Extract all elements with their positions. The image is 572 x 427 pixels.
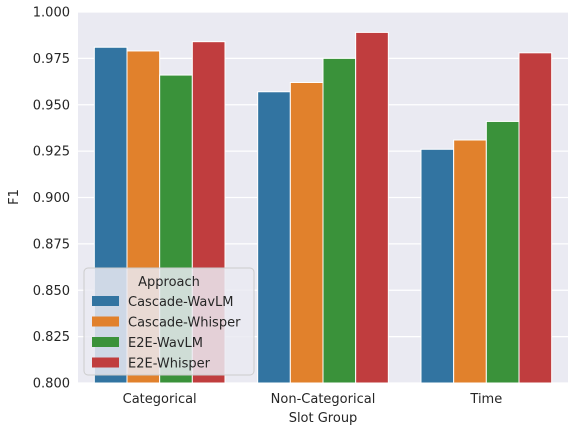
legend-swatch — [92, 357, 119, 368]
legend: Approach Cascade-WavLM Cascade-Whisper E2E-… — [83, 267, 255, 376]
bar-cascade-wavlm-non-categorical — [257, 91, 291, 384]
y-tick-label: 0.800 — [33, 377, 70, 392]
x-tick-label: Non-Categorical — [271, 392, 376, 407]
y-tick-label: 0.900 — [33, 191, 70, 206]
y-tick-label: 0.975 — [33, 52, 70, 67]
bar-cascade-whisper-non-categorical — [289, 81, 324, 384]
legend-swatch — [92, 316, 119, 327]
bar-cascade-wavlm-time — [420, 148, 455, 384]
legend-label: Cascade-Whisper — [128, 316, 241, 331]
legend-swatch — [92, 296, 119, 306]
legend-label: E2E-WavLM — [128, 336, 203, 351]
x-tick-label: Time — [469, 392, 502, 407]
y-axis-title: F1 — [7, 189, 22, 205]
legend-title: Approach — [138, 275, 200, 290]
x-axis-title: Slot Group — [289, 411, 358, 426]
x-tick-label: Categorical — [123, 392, 197, 407]
bar-e2e-wavlm-time — [485, 120, 520, 384]
y-tick-label: 0.875 — [33, 237, 70, 252]
bar-e2e-whisper-time — [518, 52, 553, 384]
y-tick-label: 0.850 — [33, 284, 70, 299]
y-tick-labels: 0.800 0.825 0.850 0.875 0.900 0.925 0.950 0.975… — [33, 6, 70, 392]
y-tick-label: 0.825 — [33, 330, 70, 345]
legend-label: Cascade-WavLM — [128, 295, 234, 310]
x-tick-labels: Categorical Non-Categorical Time — [123, 392, 503, 407]
y-tick-label: 0.925 — [33, 145, 70, 160]
bar-e2e-whisper-non-categorical — [355, 31, 389, 384]
legend-box — [83, 267, 255, 376]
y-tick-label: 0.950 — [33, 98, 70, 113]
bar-e2e-wavlm-non-categorical — [322, 57, 357, 384]
y-tick-label: 1.000 — [33, 6, 70, 21]
legend-label: E2E-Whisper — [128, 357, 211, 372]
legend-swatch — [92, 337, 119, 347]
bar-cascade-whisper-time — [453, 139, 487, 384]
